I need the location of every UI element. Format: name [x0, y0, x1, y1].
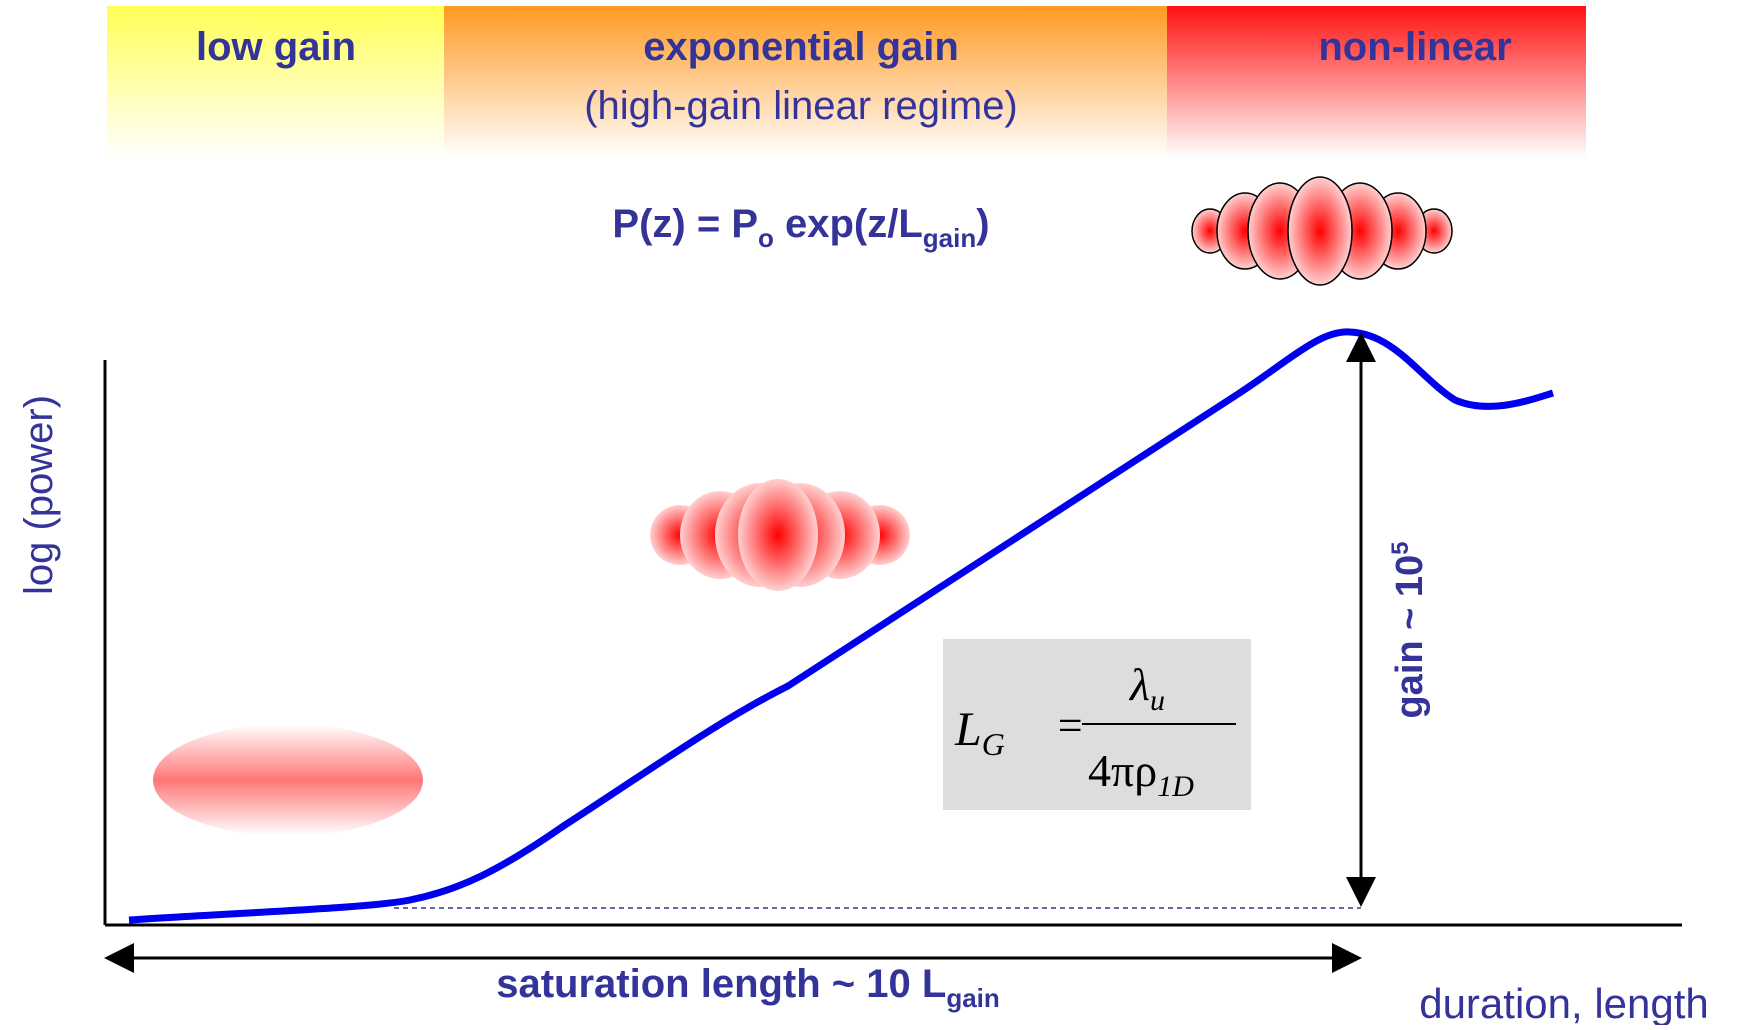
text-part: 1D — [1157, 770, 1194, 803]
power-formula: P(z) = Po exp(z/Lgain) — [612, 202, 989, 253]
band-low — [107, 6, 444, 158]
gain-label: gain ~ 105 — [1387, 541, 1431, 718]
text-part: L — [954, 703, 982, 756]
text-part: P(z) = P — [612, 202, 758, 246]
pulse-mid — [650, 479, 910, 591]
text-part: λ — [1128, 659, 1150, 710]
band-exp — [444, 6, 1167, 158]
x-axis-label: duration, length — [1419, 980, 1709, 1025]
text-part: saturation length ~ 10 L — [496, 962, 946, 1006]
text-part: 4πρ — [1088, 745, 1157, 796]
text-part: = — [1055, 701, 1085, 750]
gain-length-formula: LG = λu 4πρ1D — [954, 659, 1236, 803]
svg-text:4πρ1D: 4πρ1D — [1088, 745, 1194, 803]
svg-text:LG: LG — [954, 703, 1005, 762]
text-part: ) — [976, 202, 989, 246]
text-part: exp(z/L — [774, 202, 923, 246]
region-title: non-linear — [1318, 25, 1511, 69]
region-subtitle: (high-gain linear regime) — [584, 84, 1018, 128]
text-part: gain — [946, 983, 999, 1013]
text-part: 5 — [1387, 541, 1414, 554]
text-part: G — [982, 726, 1005, 762]
region-title: low gain — [196, 25, 356, 69]
pulse-low — [153, 724, 423, 836]
text-part: u — [1150, 684, 1165, 717]
saturation-label: saturation length ~ 10 Lgain — [496, 962, 1000, 1013]
y-axis-label: log (power) — [17, 395, 61, 595]
text-part: o — [758, 223, 774, 253]
region-title: exponential gain — [643, 25, 959, 69]
pulse-sat — [1191, 176, 1453, 286]
svg-text:λu: λu — [1128, 659, 1165, 717]
band-nonlinear — [1167, 6, 1586, 158]
gain-curve — [128, 328, 1555, 924]
text-part: gain — [923, 223, 976, 253]
text-part: gain ~ 10 — [1389, 555, 1431, 719]
